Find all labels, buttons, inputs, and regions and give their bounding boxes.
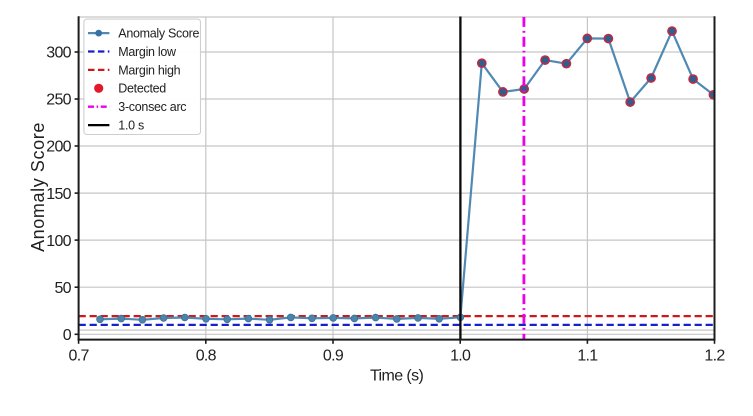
svg-text:Anomaly Score: Anomaly Score: [118, 27, 199, 41]
svg-text:200: 200: [46, 139, 71, 156]
svg-text:Margin low: Margin low: [118, 45, 177, 59]
svg-text:0.7: 0.7: [69, 348, 90, 365]
svg-text:Time (s): Time (s): [370, 367, 424, 384]
svg-text:250: 250: [46, 92, 71, 109]
svg-text:1.0: 1.0: [450, 348, 471, 365]
svg-text:100: 100: [46, 233, 71, 250]
svg-text:50: 50: [54, 280, 71, 297]
svg-text:0.9: 0.9: [323, 348, 344, 365]
svg-text:Detected: Detected: [118, 82, 166, 96]
svg-text:0.8: 0.8: [196, 348, 217, 365]
svg-text:1.0 s: 1.0 s: [118, 119, 144, 133]
svg-text:0: 0: [63, 327, 72, 344]
svg-text:Margin high: Margin high: [118, 63, 180, 77]
svg-text:300: 300: [46, 45, 71, 62]
svg-text:Anomaly Score: Anomaly Score: [28, 122, 48, 252]
svg-text:1.2: 1.2: [704, 348, 725, 365]
svg-text:150: 150: [46, 186, 71, 203]
svg-text:1.1: 1.1: [577, 348, 598, 365]
svg-text:3-consec arc: 3-consec arc: [118, 100, 186, 114]
